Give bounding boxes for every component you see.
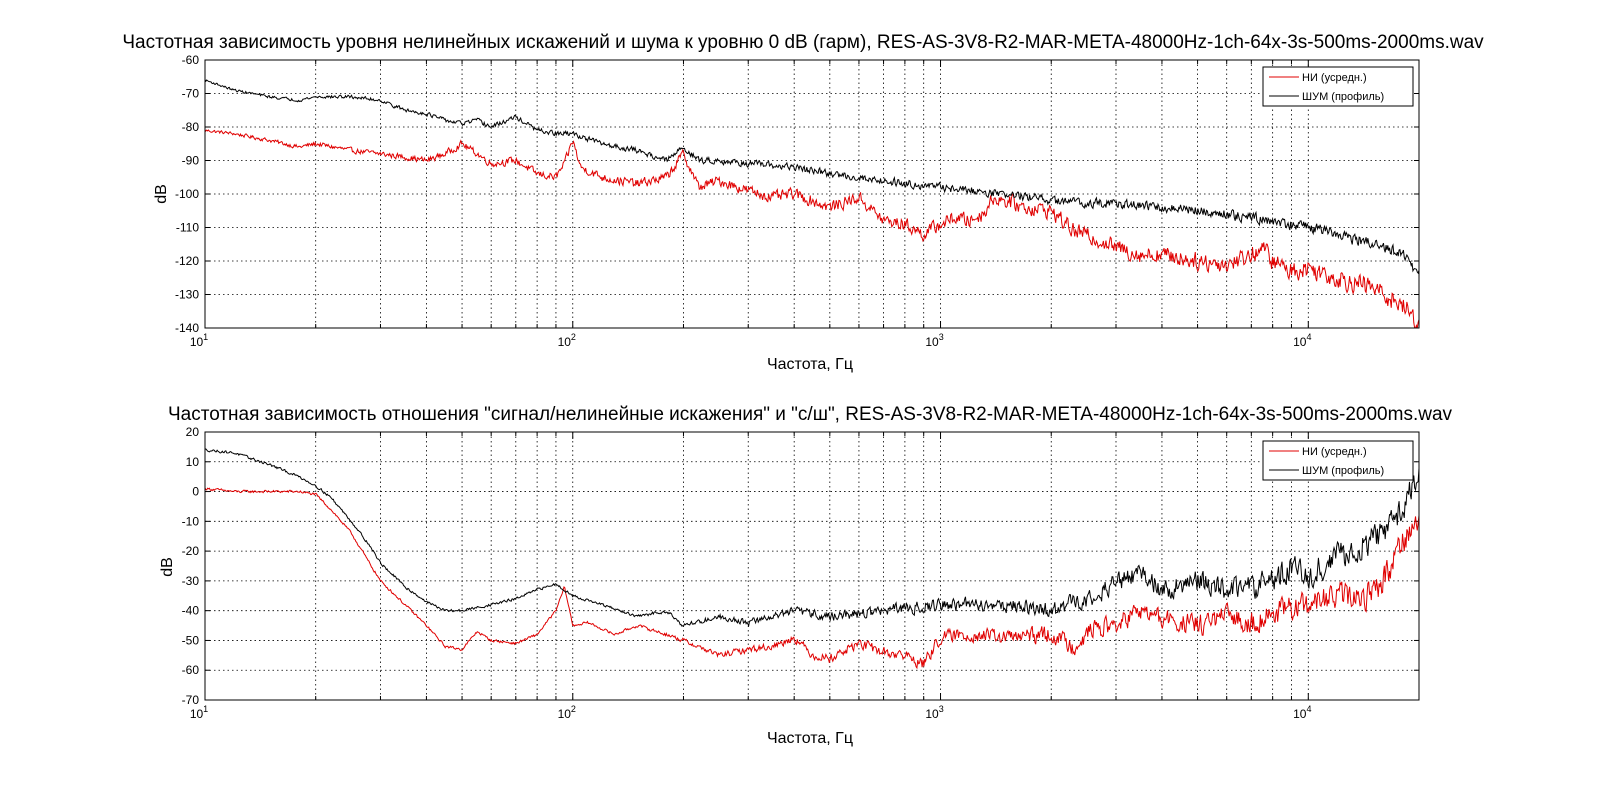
y-tick-label: -120: [175, 254, 199, 268]
x-tick-label: 102: [558, 704, 576, 721]
x-tick-labels: 101 102 103 104: [190, 704, 1312, 721]
legend-label-distortion: НИ (усредн.): [1302, 446, 1367, 458]
y-tick-label: -100: [175, 187, 199, 201]
x-tick-label: 101: [190, 704, 208, 721]
x-tick-labels: 101 102 103 104: [190, 332, 1312, 349]
series-line-noise: [204, 79, 1420, 275]
chart-title: Частотная зависимость уровня нелинейных …: [122, 32, 1484, 53]
legend-box: [1262, 440, 1414, 481]
y-tick-label: -40: [182, 604, 200, 618]
y-tick-label: -10: [182, 514, 200, 528]
y-tick-label: -70: [182, 693, 200, 707]
y-tick-label: -130: [175, 288, 199, 302]
series-group: [204, 448, 1420, 670]
signal-to-distortion-ratio-chart: Частотная зависимость отношения "сигнал/…: [159, 404, 1453, 747]
y-tick-label: 0: [192, 485, 199, 499]
legend-label-noise: ШУМ (профиль): [1302, 465, 1384, 477]
series-line-distortion: [204, 487, 1420, 670]
y-tick-label: -20: [182, 544, 200, 558]
y-tick-label: 10: [186, 455, 200, 469]
x-tick-label: 103: [925, 332, 943, 349]
x-tick-label: 104: [1293, 332, 1311, 349]
y-tick-label: -60: [182, 53, 200, 67]
y-axis-label: dB: [159, 557, 176, 577]
y-tick-label: -70: [182, 87, 200, 101]
y-tick-label: -50: [182, 633, 200, 647]
x-tick-label: 103: [925, 704, 943, 721]
y-tick-label: -80: [182, 120, 200, 134]
y-tick-labels: -60 -70 -80 -90 -100 -110 -120 -130 -140: [175, 53, 199, 335]
y-tick-labels: 20 10 0 -10 -20 -30 -40 -50 -60 -70: [182, 425, 200, 707]
series-group: [204, 79, 1420, 329]
y-tick-label: 20: [186, 425, 200, 439]
legend: НИ (усредн.) ШУМ (профиль): [1262, 440, 1414, 481]
grid: [204, 59, 1420, 329]
x-tick-label: 101: [190, 332, 208, 349]
legend: НИ (усредн.) ШУМ (профиль): [1262, 66, 1414, 107]
plot-frame: [204, 59, 1420, 329]
legend-label-noise: ШУМ (профиль): [1302, 91, 1384, 103]
legend-label-distortion: НИ (усредн.): [1302, 72, 1367, 84]
x-tick-label: 102: [558, 332, 576, 349]
y-tick-label: -60: [182, 663, 200, 677]
legend-box: [1262, 66, 1414, 107]
y-tick-label: -90: [182, 154, 200, 168]
y-axis-label: dB: [153, 184, 170, 204]
chart-title: Частотная зависимость отношения "сигнал/…: [168, 404, 1453, 425]
harmonic-distortion-noise-chart: Частотная зависимость уровня нелинейных …: [122, 32, 1484, 373]
x-axis-label: Частота, Гц: [767, 730, 853, 747]
y-tick-label: -110: [176, 221, 199, 235]
series-line-distortion: [204, 129, 1420, 329]
x-axis-label: Частота, Гц: [767, 356, 853, 373]
plot-frame: [204, 431, 1420, 701]
y-tick-label: -30: [182, 574, 200, 588]
series-line-noise: [204, 448, 1420, 628]
y-tick-label: -140: [175, 321, 199, 335]
x-tick-label: 104: [1293, 704, 1311, 721]
